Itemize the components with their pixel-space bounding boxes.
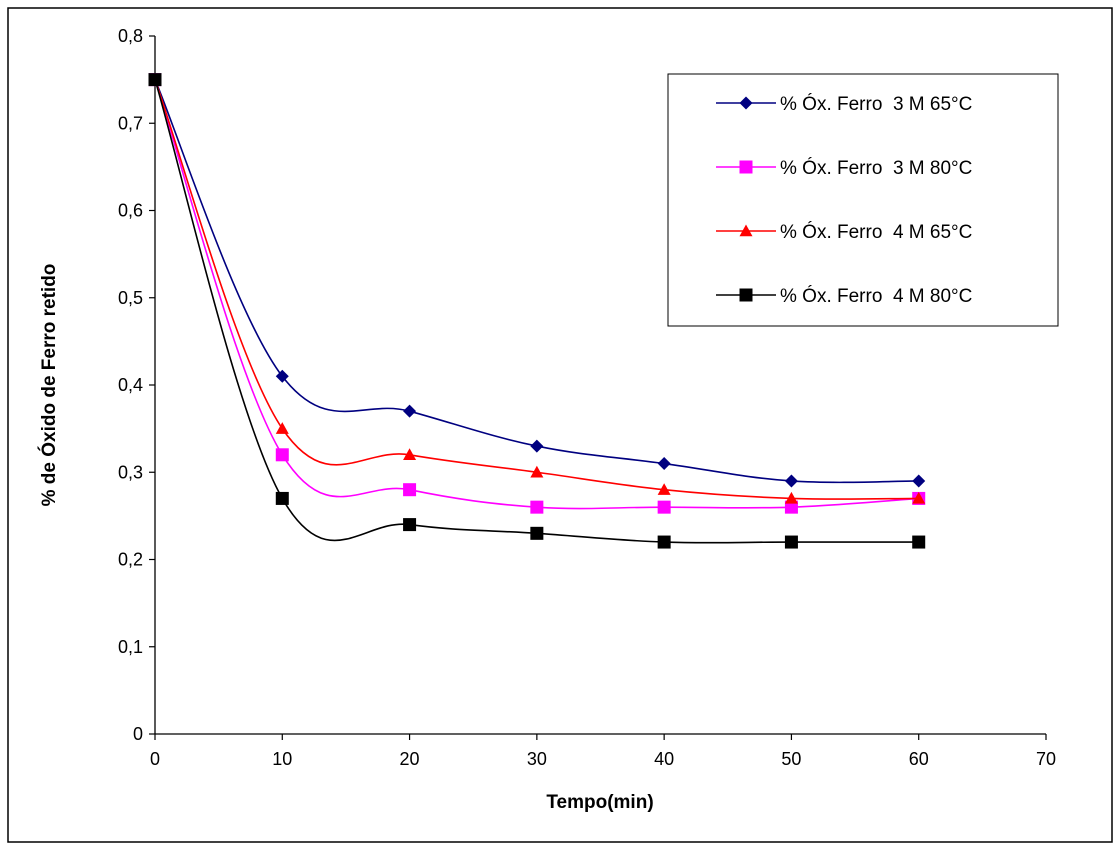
data-point [912,474,926,488]
axes: 0 0,1 0,2 0,3 0,4 0,5 0,6 0,7 0,8 0 10 20 30 40 50 60 70 [118,26,1056,769]
data-point [530,526,544,540]
x-tick-label: 10 [272,749,292,769]
data-point [657,457,671,471]
y-tick-label: 0,5 [118,288,143,308]
data-point [657,535,671,549]
data-point [784,491,798,504]
legend-entry-4: % Óx. Ferro 4 M 80°C [716,285,972,307]
legend-marker [739,96,753,110]
data-point [403,483,417,497]
data-point [403,404,417,418]
data-point [148,73,162,87]
legend-label: % Óx. Ferro 4 M 80°C [780,285,972,307]
y-tick-label: 0,8 [118,26,143,46]
data-point [657,500,671,514]
legend-label: % Óx. Ferro 4 M 65°C [780,221,972,243]
series-line [154,79,919,544]
data-point [784,500,798,514]
x-tick-label: 40 [654,749,674,769]
x-axis-title: Tempo(min) [546,792,653,813]
data-point [912,491,926,504]
y-axis-title: % de Óxido de Ferro retido [38,264,60,507]
legend-box [667,73,1059,327]
data-point [530,500,544,514]
series-line [154,79,919,500]
legend-label: % Óx. Ferro 3 M 65°C [780,93,972,115]
x-tick-label: 50 [781,749,801,769]
x-tick-label: 0 [150,749,160,769]
x-tick-label: 70 [1036,749,1056,769]
data-point [657,483,671,495]
data-point [403,448,417,460]
legend-label: % Óx. Ferro 3 M 80°C [780,157,972,179]
legend-marker [739,160,753,174]
data-point [275,448,289,462]
legend-entry-1: % Óx. Ferro 3 M 65°C [716,93,972,115]
series-layer [148,73,926,549]
y-tick-label: 0,1 [118,637,143,657]
data-point [275,422,289,434]
series-4 [148,73,926,549]
y-tick-label: 0 [133,724,143,744]
x-tick-label: 30 [527,749,547,769]
y-tick-label: 0,7 [118,113,143,133]
legend-entry-2: % Óx. Ferro 3 M 80°C [716,157,972,179]
data-point [784,535,798,549]
data-point [275,491,289,505]
y-tick-label: 0,4 [118,375,143,395]
y-tick-label: 0,2 [118,550,143,570]
data-point [275,369,289,383]
legend: % Óx. Ferro 3 M 65°C % Óx. Ferro 3 M 80°C… [667,73,1059,327]
x-tick-label: 60 [909,749,929,769]
series-line [154,79,919,510]
data-point [784,474,798,488]
y-tick-label: 0,3 [118,462,143,482]
data-point [530,439,544,453]
data-point [530,465,544,478]
legend-marker [739,288,753,302]
data-point [403,518,417,532]
x-tick-label: 20 [400,749,420,769]
legend-entry-3: % Óx. Ferro 4 M 65°C [716,221,972,243]
y-tick-label: 0,6 [118,201,143,221]
series-3 [148,73,926,504]
data-point [912,535,926,549]
legend-marker [739,224,753,237]
